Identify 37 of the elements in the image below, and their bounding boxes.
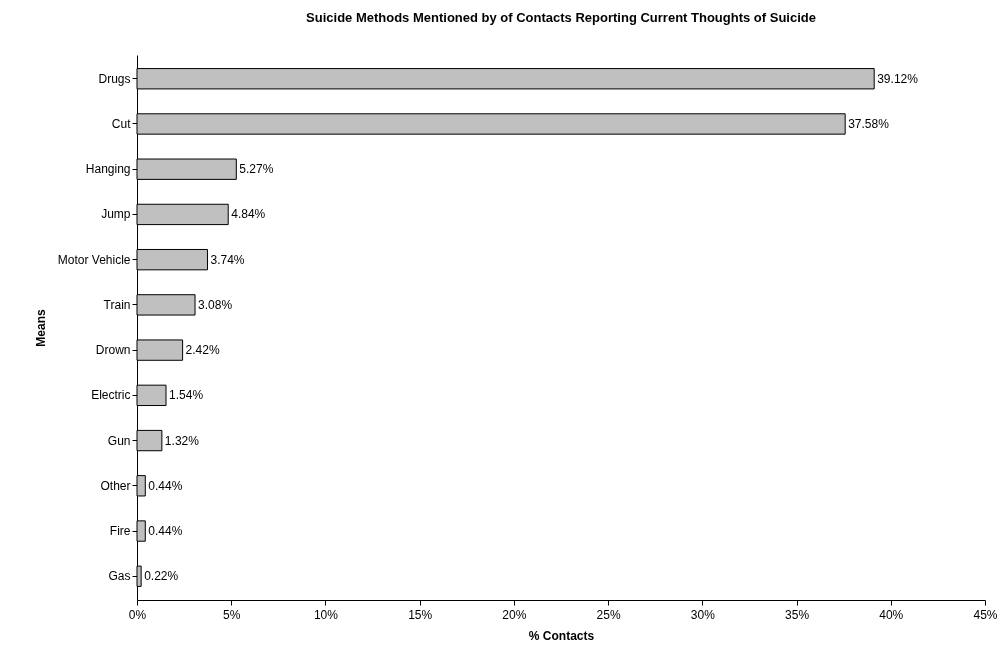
- x-tick-label: 15%: [408, 607, 433, 622]
- y-tick-label: Drown: [95, 343, 131, 358]
- chart-title: Suicide Methods Mentioned by of Contacts Reporting Current Thoughts of Suicide: [306, 10, 816, 25]
- x-tick-label: 40%: [879, 607, 904, 622]
- y-tick-label: Hanging: [85, 162, 131, 177]
- x-tick-label: 30%: [690, 607, 716, 622]
- data-label: 5.27%: [239, 162, 274, 177]
- y-tick-label: Motor Vehicle: [57, 252, 131, 267]
- y-tick-label: Gas: [108, 569, 131, 584]
- y-tick-label: Cut: [111, 116, 132, 131]
- x-axis-title: % Contacts: [528, 628, 595, 643]
- data-label: 3.74%: [210, 252, 245, 267]
- data-label: 2.42%: [185, 343, 220, 358]
- x-tick-label: 25%: [596, 607, 621, 622]
- data-label: 4.84%: [231, 207, 266, 222]
- y-tick-label: Jump: [101, 207, 131, 222]
- y-tick-label: Other: [100, 478, 131, 493]
- x-tick-label: 10%: [313, 607, 339, 622]
- data-label: 0.44%: [148, 524, 183, 539]
- data-label: 1.54%: [169, 388, 204, 403]
- x-tick-label: 5%: [223, 607, 241, 622]
- x-tick-label: 45%: [973, 607, 998, 622]
- data-label: 39.12%: [877, 71, 919, 86]
- y-tick-label: Fire: [109, 524, 131, 539]
- data-label: 3.08%: [198, 297, 233, 312]
- x-tick-label: 35%: [785, 607, 810, 622]
- data-label: 37.58%: [848, 116, 890, 131]
- data-label: 1.32%: [164, 433, 200, 448]
- x-tick-label: 20%: [502, 607, 527, 622]
- y-tick-label: Gun: [107, 433, 131, 448]
- y-axis-title: Means: [33, 309, 48, 347]
- data-label: 0.22%: [144, 569, 179, 584]
- y-tick-label: Electric: [91, 388, 131, 403]
- x-tick-label: 0%: [128, 607, 147, 622]
- y-tick-label: Train: [103, 297, 131, 312]
- y-tick-label: Drugs: [98, 71, 131, 86]
- data-label: 0.44%: [148, 478, 183, 493]
